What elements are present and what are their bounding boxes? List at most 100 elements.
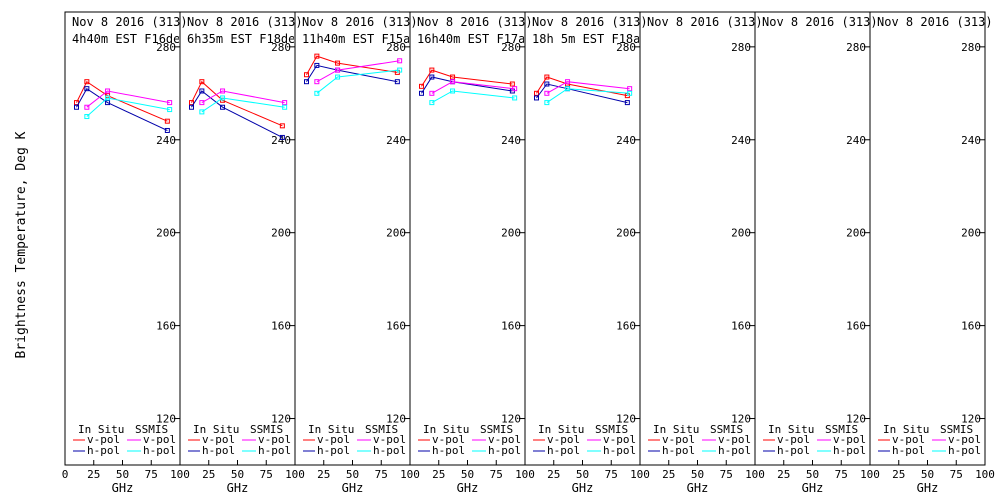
- y-tick-label: 280: [616, 41, 636, 54]
- series-ssmis-hpol: [544, 86, 633, 106]
- legend-insitu-title: In Situ: [653, 423, 699, 436]
- data-point-ssmis-vpol: [105, 88, 111, 94]
- data-point-ssmis-hpol: [314, 90, 320, 96]
- panel-8: Nov 8 2016 (313) 120 160 200 240 280 25 50 75 100…: [869, 11, 995, 495]
- x-tick-label: 50: [116, 468, 129, 481]
- panel-1: Nov 8 2016 (313) 4h40m EST F16des 120 160 20…: [62, 11, 190, 495]
- legend-insitu-title: In Situ: [308, 423, 354, 436]
- legend-ssmis-hpol-label: h-pol: [948, 444, 981, 457]
- legend-ssmis-vpol-label: v-pol: [488, 433, 521, 446]
- legend-ssmis-vpol-label: v-pol: [373, 433, 406, 446]
- y-tick-label: 120: [156, 413, 176, 426]
- y-tick-label: 240: [501, 134, 521, 147]
- data-point-ssmis-vpol: [397, 58, 403, 64]
- x-tick-label: 0: [62, 468, 69, 481]
- legend-ssmis-title: SSMIS: [480, 423, 513, 436]
- legend-ssmis-hpol-label: h-pol: [143, 444, 176, 457]
- x-tick-label: 100: [285, 468, 305, 481]
- legend-ssmis-title: SSMIS: [135, 423, 168, 436]
- data-point-insitu-vpol: [314, 53, 320, 59]
- x-axis-label: GHz: [342, 481, 364, 495]
- legend-ssmis-title: SSMIS: [940, 423, 973, 436]
- legend-insitu-hpol-label: h-pol: [662, 444, 695, 457]
- series-insitu-hpol: [189, 88, 285, 140]
- legend-insitu-vpol-label: v-pol: [432, 433, 465, 446]
- legend-insitu-vpol-label: v-pol: [317, 433, 350, 446]
- legend-insitu-hpol-label: h-pol: [317, 444, 350, 457]
- data-point-ssmis-vpol: [512, 86, 518, 92]
- legend-insitu-vpol-label: v-pol: [662, 433, 695, 446]
- legend-ssmis-vpol-label: v-pol: [948, 433, 981, 446]
- x-axis-label: GHz: [112, 481, 134, 495]
- series-ssmis-hpol: [84, 95, 173, 120]
- data-point-ssmis-hpol: [450, 88, 456, 94]
- panel-title-date: Nov 8 2016 (313): [647, 15, 763, 29]
- data-point-ssmis-vpol: [450, 79, 456, 85]
- series-ssmis-hpol: [199, 95, 288, 115]
- data-point-insitu-vpol: [279, 123, 285, 129]
- x-tick-label: 75: [490, 468, 503, 481]
- x-tick-label: 25: [892, 468, 905, 481]
- panel-6: Nov 8 2016 (313) 120 160 200 240 280 25 50 75 100…: [639, 11, 765, 495]
- y-tick-label: 280: [156, 41, 176, 54]
- x-tick-label: 100: [860, 468, 880, 481]
- series-line-insitu-vpol: [191, 80, 283, 127]
- data-point-insitu-hpol: [314, 62, 320, 68]
- y-tick-label: 120: [271, 413, 291, 426]
- panel-3: Nov 8 2016 (313) 11h40m EST F15asc 120 160 2…: [294, 11, 425, 495]
- data-point-ssmis-vpol: [565, 79, 571, 85]
- legend-insitu-hpol-label: h-pol: [432, 444, 465, 457]
- legend-insitu-title: In Situ: [193, 423, 239, 436]
- x-tick-label: 50: [691, 468, 704, 481]
- panel-5: Nov 8 2016 (313) 18h 5m EST F18asc 120 160 2…: [524, 11, 655, 495]
- data-point-ssmis-hpol: [167, 107, 173, 113]
- y-tick-label: 200: [156, 227, 176, 240]
- y-tick-label: 200: [386, 227, 406, 240]
- panel-4: Nov 8 2016 (313) 16h40m EST F17asc 120 160 2…: [409, 11, 535, 495]
- x-tick-label: 25: [777, 468, 790, 481]
- panel-2: Nov 8 2016 (313) 6h35m EST F18des 120 160 20…: [179, 11, 305, 495]
- data-point-insitu-hpol: [164, 127, 170, 133]
- data-point-insitu-hpol: [429, 74, 435, 80]
- data-point-ssmis-hpol: [105, 95, 111, 101]
- series-ssmis-vpol: [84, 88, 173, 110]
- panel-title-pass: 18h 5m EST F18asc: [532, 32, 655, 46]
- y-tick-label: 160: [156, 320, 176, 333]
- panel-title-date: Nov 8 2016 (313): [72, 15, 188, 29]
- legend-insitu-title: In Situ: [423, 423, 469, 436]
- legend-ssmis-hpol-label: h-pol: [258, 444, 291, 457]
- data-point-ssmis-vpol: [167, 100, 173, 106]
- legend-ssmis-title: SSMIS: [710, 423, 743, 436]
- data-point-insitu-hpol: [220, 104, 226, 110]
- legend-ssmis-vpol-label: v-pol: [143, 433, 176, 446]
- x-tick-label: 100: [170, 468, 190, 481]
- x-tick-label: 50: [921, 468, 934, 481]
- y-tick-label: 280: [961, 41, 981, 54]
- series-ssmis-vpol: [544, 79, 633, 96]
- x-tick-label: 75: [260, 468, 273, 481]
- y-tick-label: 160: [386, 320, 406, 333]
- series-line-ssmis-hpol: [201, 97, 285, 113]
- data-point-ssmis-hpol: [512, 95, 518, 101]
- legend-ssmis-hpol-label: h-pol: [373, 444, 406, 457]
- y-tick-label: 200: [961, 227, 981, 240]
- y-tick-label: 240: [731, 134, 751, 147]
- y-tick-label: 280: [386, 41, 406, 54]
- series-line-ssmis-vpol: [316, 60, 400, 83]
- series-insitu-vpol: [419, 67, 515, 89]
- legend-insitu-vpol-label: v-pol: [87, 433, 120, 446]
- y-tick-label: 240: [386, 134, 406, 147]
- y-tick-label: 280: [846, 41, 866, 54]
- y-tick-label: 280: [501, 41, 521, 54]
- legend-insitu-vpol-label: v-pol: [777, 433, 810, 446]
- panel-title-pass: 11h40m EST F15asc: [302, 32, 425, 46]
- legend-ssmis-title: SSMIS: [250, 423, 283, 436]
- legend-insitu-title: In Situ: [883, 423, 929, 436]
- y-tick-label: 200: [846, 227, 866, 240]
